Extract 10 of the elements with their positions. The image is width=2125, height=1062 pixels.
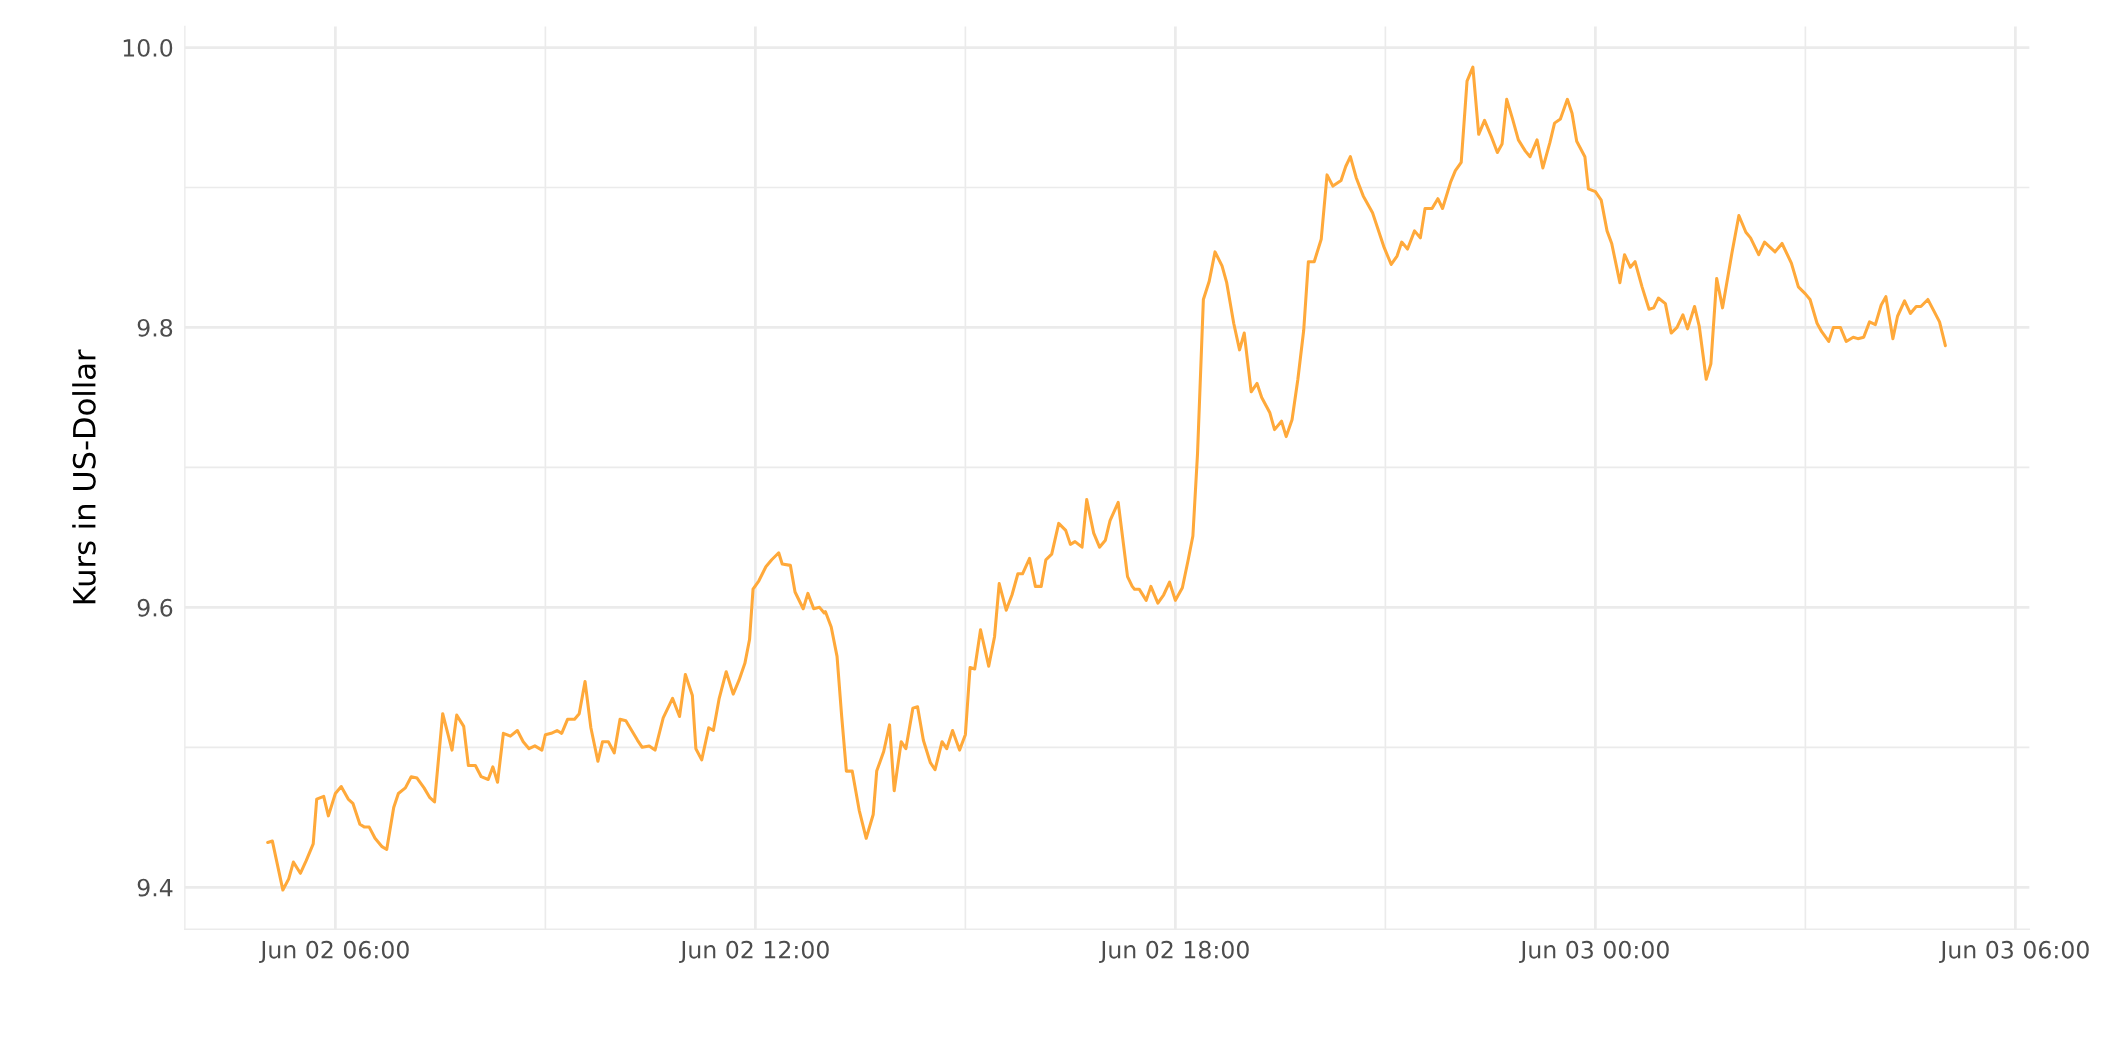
y-tick-label: 9.4 <box>137 878 173 897</box>
x-tick-label: Jun 02 06:00 <box>259 940 409 964</box>
x-tick-label: Jun 03 00:00 <box>1519 940 1669 964</box>
y-tick-label: 9.8 <box>137 318 173 337</box>
x-tick-label: Jun 02 12:00 <box>679 940 829 964</box>
x-tick-label: Jun 03 06:00 <box>1939 940 2089 964</box>
x-tick-label: Jun 02 18:00 <box>1099 940 1249 964</box>
y-axis-title: Kurs in US-Dollar <box>72 349 96 604</box>
y-tick-label: 10.0 <box>123 38 173 57</box>
y-tick-label: 9.6 <box>137 598 173 617</box>
